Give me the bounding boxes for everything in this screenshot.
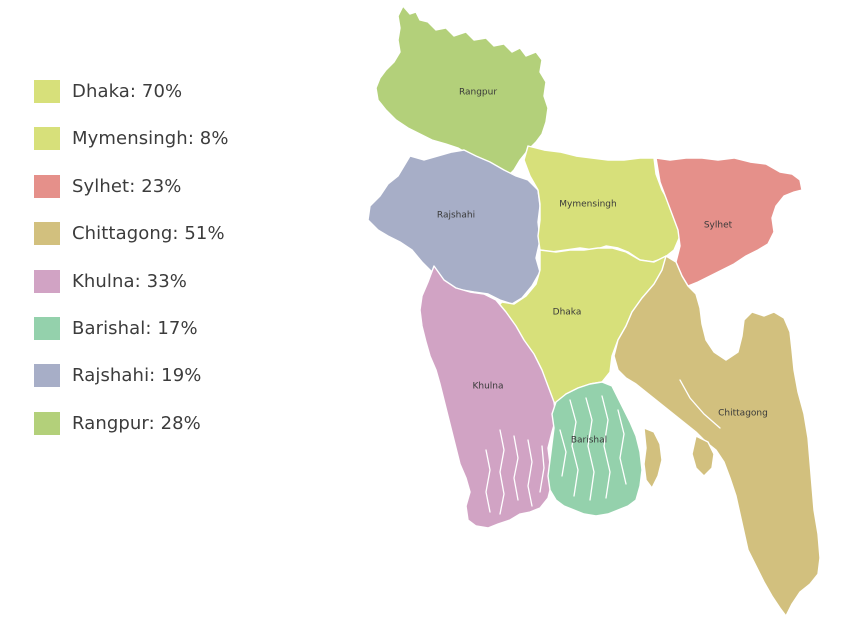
region-barishal[interactable]	[547, 381, 643, 517]
label-rangpur: Rangpur	[459, 88, 497, 98]
region-khulna[interactable]	[419, 265, 557, 529]
label-chittagong: Chittagong	[718, 409, 768, 419]
legend-item-dhaka: Dhaka: 70%	[34, 80, 229, 103]
legend-label-khulna: Khulna: 33%	[72, 270, 187, 292]
region-chittagong[interactable]	[613, 255, 821, 617]
label-sylhet: Sylhet	[704, 221, 733, 231]
legend-item-chittagong: Chittagong: 51%	[34, 222, 229, 246]
region-sylhet[interactable]	[655, 157, 803, 287]
legend-item-sylhet: Sylhet: 23%	[34, 174, 229, 198]
region-chittagong-island-1	[643, 427, 663, 489]
region-chittagong-island-2	[691, 435, 715, 477]
label-dhaka: Dhaka	[553, 308, 582, 318]
legend-item-mymensingh: Mymensingh: 8%	[34, 127, 229, 151]
legend-swatch-chittagong	[34, 222, 60, 246]
legend-swatch-barishal	[34, 316, 60, 340]
legend-item-rajshahi: Rajshahi: 19%	[34, 364, 229, 388]
legend-item-barishal: Barishal: 17%	[34, 316, 229, 340]
label-rajshahi: Rajshahi	[437, 211, 475, 221]
legend-label-dhaka: Dhaka: 70%	[72, 81, 183, 102]
legend-label-barishal: Barishal: 17%	[72, 317, 198, 339]
legend-label-rajshahi: Rajshahi: 19%	[72, 365, 202, 387]
legend-item-khulna: Khulna: 33%	[34, 269, 229, 293]
region-rangpur[interactable]	[375, 5, 549, 177]
legend-label-sylhet: Sylhet: 23%	[72, 175, 182, 197]
legend-swatch-khulna	[34, 269, 60, 293]
region-rajshahi[interactable]	[367, 149, 541, 305]
legend-label-rangpur: Rangpur: 28%	[72, 412, 201, 434]
label-khulna: Khulna	[472, 382, 503, 392]
legend-label-mymensingh: Mymensingh: 8%	[72, 128, 229, 150]
legend-swatch-mymensingh	[34, 127, 60, 151]
river-channels	[485, 379, 721, 515]
legend-swatch-sylhet	[34, 174, 60, 198]
label-barishal: Barishal	[571, 436, 607, 446]
map-legend: Dhaka: 70% Mymensingh: 8% Sylhet: 23% Ch…	[34, 80, 229, 459]
legend-swatch-rajshahi	[34, 364, 60, 388]
legend-swatch-dhaka	[34, 80, 60, 103]
label-mymensingh: Mymensingh	[559, 200, 616, 210]
legend-label-chittagong: Chittagong: 51%	[72, 223, 225, 245]
legend-item-rangpur: Rangpur: 28%	[34, 411, 229, 435]
legend-swatch-rangpur	[34, 411, 60, 435]
